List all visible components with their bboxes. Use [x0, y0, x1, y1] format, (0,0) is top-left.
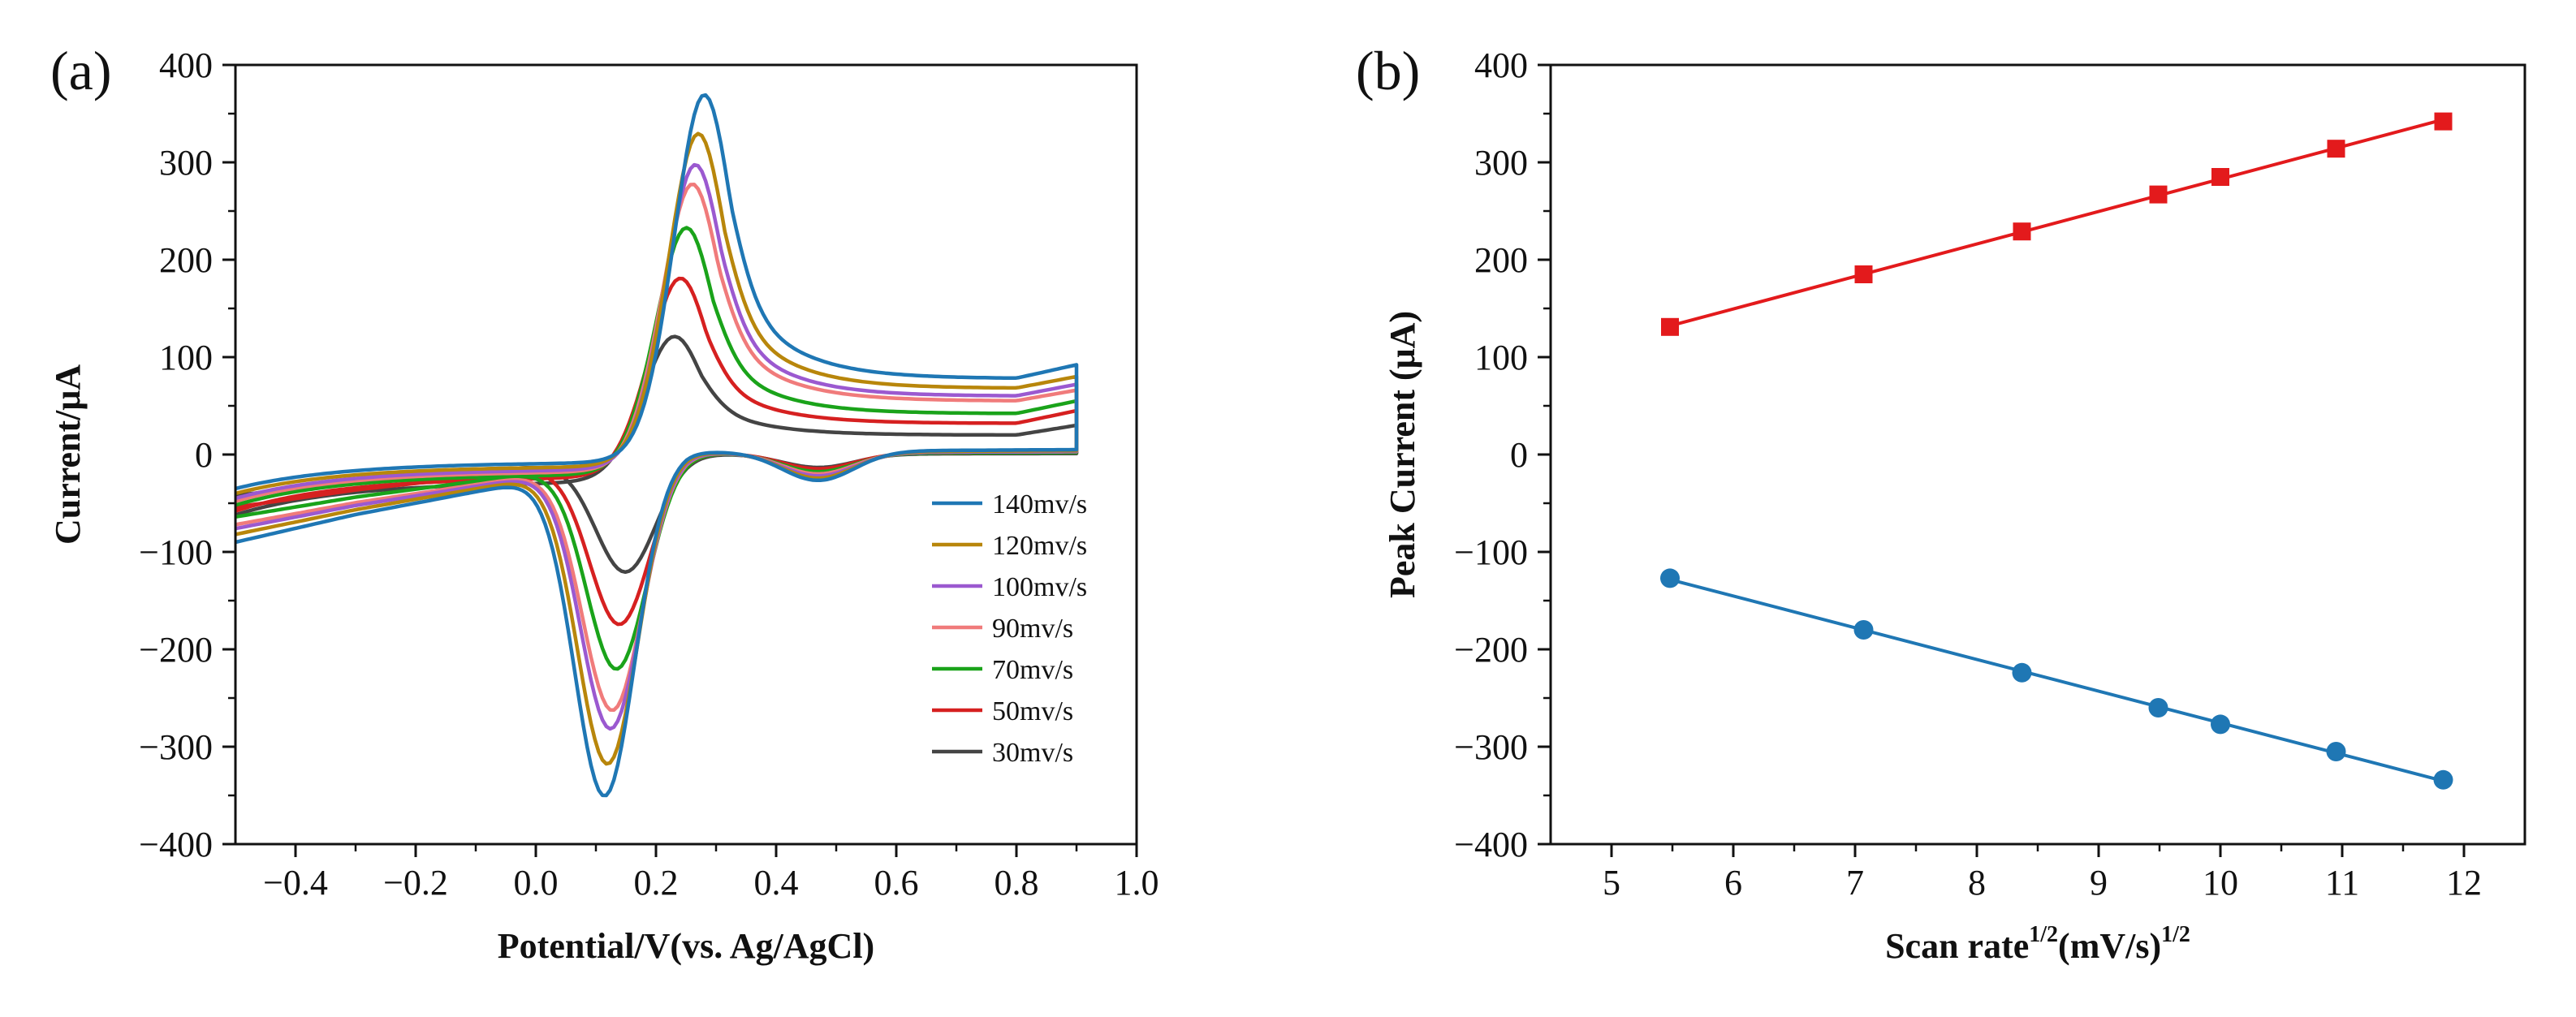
- chart-0-y-tick-label: 0: [195, 435, 213, 475]
- chart-0-y-tick-label: −300: [139, 727, 213, 767]
- legend-label: 50mv/s: [992, 696, 1073, 726]
- x-title-mid: (mV/s): [2058, 926, 2161, 966]
- anodic-point: [2327, 140, 2345, 158]
- anodic-point: [2211, 168, 2229, 186]
- chart-1-y-tick-label: 400: [1474, 45, 1528, 85]
- panel-b-y-ticks: −400 −300 −200 −100 0 100 200 300 400: [1454, 45, 1551, 864]
- x-title-sup2: 1/2: [2161, 922, 2190, 947]
- legend-label: 90mv/s: [992, 614, 1073, 644]
- chart-1-x-tick-label: 7: [1846, 863, 1864, 903]
- panel-a-y-ticks: −400 −300 −200 −100 0 100 200 300 400: [139, 45, 235, 864]
- cathodic-point: [2326, 742, 2346, 761]
- chart-0-x-tick-label: 1.0: [1115, 863, 1159, 903]
- cathodic-point: [2012, 662, 2032, 683]
- legend-label: 30mv/s: [992, 738, 1073, 768]
- panel-b-label: (b): [1356, 40, 1420, 101]
- x-title-main: Scan rate: [1885, 926, 2029, 966]
- legend-label: 100mv/s: [992, 572, 1087, 602]
- chart-0-y-tick-label: −100: [139, 532, 213, 572]
- chart-1-y-tick-label: 200: [1474, 240, 1528, 280]
- chart-1-x-tick-label: 9: [2090, 863, 2108, 903]
- panel-a-label: (a): [50, 40, 111, 101]
- panel-b-x-axis-title: Scan rate1/2(mV/s)1/2: [1885, 922, 2190, 966]
- cv-curve-90mv-s: [235, 183, 1079, 713]
- chart-0-x-tick-label: 0.2: [634, 863, 679, 903]
- chart-0-y-tick-label: 300: [159, 143, 213, 183]
- panel-b-y-axis-title: Peak Current (μA): [1383, 311, 1422, 598]
- chart-1-x-tick-label: 11: [2325, 863, 2359, 903]
- panel-a-y-axis-title: Current/μA: [48, 364, 88, 545]
- cv-curve-70mv-s: [235, 226, 1079, 671]
- anodic-point: [1854, 265, 1873, 283]
- chart-1-y-tick-label: −300: [1454, 727, 1528, 767]
- chart-0-y-tick-label: 400: [159, 45, 213, 85]
- chart-1-x-tick-label: 12: [2446, 863, 2482, 903]
- chart-1-x-tick-label: 6: [1724, 863, 1742, 903]
- chart-1-x-tick-label: 8: [1968, 863, 1986, 903]
- chart-1-y-tick-label: −400: [1454, 825, 1528, 864]
- chart-0-x-tick-label: 0.0: [514, 863, 559, 903]
- cathodic-point: [2211, 714, 2230, 735]
- anodic-point: [2434, 112, 2453, 131]
- chart-0-x-tick-label: 0.6: [874, 863, 919, 903]
- panel-b-peak-current: (b) 5 6 7 8 9 10 11 12 −400 −300 −200 −100 0 100 200 3…: [1356, 40, 2526, 966]
- anodic-point: [2149, 185, 2168, 204]
- legend-label: 140mv/s: [992, 489, 1087, 519]
- anodic-point: [1661, 317, 1679, 336]
- panel-b-frame: [1549, 63, 2526, 846]
- chart-0-y-tick-label: −200: [139, 630, 213, 670]
- anodic-point: [2013, 222, 2031, 241]
- cathodic-point: [1660, 568, 1680, 588]
- chart-1-y-tick-label: 300: [1474, 143, 1528, 183]
- chart-1-x-tick-label: 10: [2203, 863, 2238, 903]
- panel-b-x-ticks: 5 6 7 8 9 10 11 12: [1603, 844, 2482, 903]
- chart-1-y-tick-label: 100: [1474, 338, 1528, 377]
- chart-0-x-tick-label: −0.4: [263, 863, 328, 903]
- cv-curve-140mv-s: [235, 93, 1079, 798]
- chart-0-x-tick-label: 0.8: [995, 863, 1039, 903]
- peak-current-series: [1660, 112, 2453, 790]
- chart-1-y-tick-label: 0: [1510, 435, 1528, 475]
- chart-0-x-tick-label: −0.2: [383, 863, 448, 903]
- chart-1-x-tick-label: 5: [1603, 863, 1620, 903]
- legend-label: 120mv/s: [992, 531, 1087, 561]
- chart-0-y-tick-label: −400: [139, 825, 213, 864]
- chart-1-y-tick-label: −200: [1454, 630, 1528, 670]
- cv-curve-100mv-s: [235, 162, 1079, 731]
- chart-0-y-tick-label: 100: [159, 338, 213, 377]
- chart-0-x-tick-label: 0.4: [754, 863, 799, 903]
- panel-a-legend: 140mv/s 120mv/s 100mv/s 90mv/s 70mv/s 50mv/s 3…: [932, 489, 1087, 768]
- chart-0-y-tick-label: 200: [159, 240, 213, 280]
- panel-a-x-axis-title: Potential/V(vs. Ag/AgCl): [498, 926, 874, 966]
- cv-curves: [235, 93, 1079, 798]
- panel-a-x-ticks: −0.4 −0.2 0.0 0.2 0.4 0.6 0.8 1.0: [263, 844, 1159, 903]
- panel-a-cyclic-voltammetry: (a) −0.4 −0.2 0.0 0.2 0.4 0.6 0.8 1.0 −400−300−…: [48, 40, 1159, 966]
- fit-line-0: [1669, 118, 2444, 328]
- legend-label: 70mv/s: [992, 655, 1073, 685]
- cathodic-point: [2148, 698, 2168, 718]
- cathodic-point: [2433, 769, 2453, 790]
- fit-line-1: [1669, 578, 2444, 783]
- chart-1-y-tick-label: −100: [1454, 532, 1528, 572]
- x-title-sup1: 1/2: [2029, 922, 2058, 947]
- cathodic-point: [1853, 620, 1874, 640]
